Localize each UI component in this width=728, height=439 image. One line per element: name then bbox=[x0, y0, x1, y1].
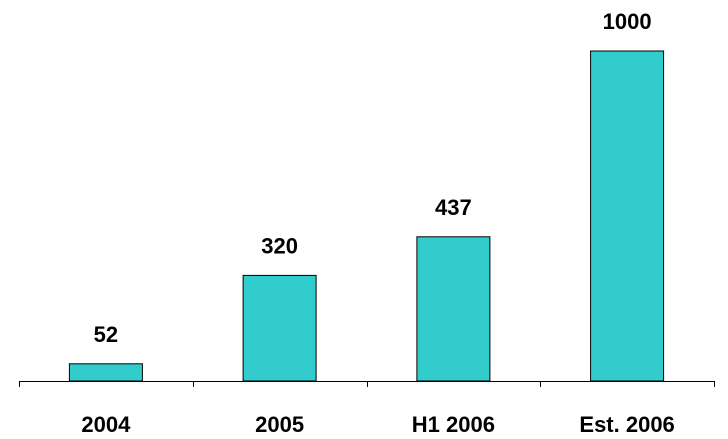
category-label: Est. 2006 bbox=[579, 412, 674, 437]
data-label: 320 bbox=[261, 233, 298, 258]
category-label: 2005 bbox=[255, 412, 304, 437]
category-label: H1 2006 bbox=[412, 412, 495, 437]
bar-est-2006 bbox=[590, 50, 665, 382]
data-label: 1000 bbox=[603, 9, 652, 34]
data-label: 52 bbox=[94, 322, 118, 347]
data-label: 437 bbox=[435, 195, 472, 220]
category-labels: 2004 2005 H1 2006 Est. 2006 bbox=[81, 412, 674, 437]
bars-layer bbox=[68, 50, 665, 382]
x-axis-ticks bbox=[19, 381, 715, 387]
bar-2004 bbox=[68, 363, 143, 382]
category-label: 2004 bbox=[81, 412, 131, 437]
data-labels: 52 320 437 1000 bbox=[94, 9, 652, 347]
bar-2005 bbox=[242, 274, 317, 382]
bar-h1-2006 bbox=[416, 236, 491, 382]
